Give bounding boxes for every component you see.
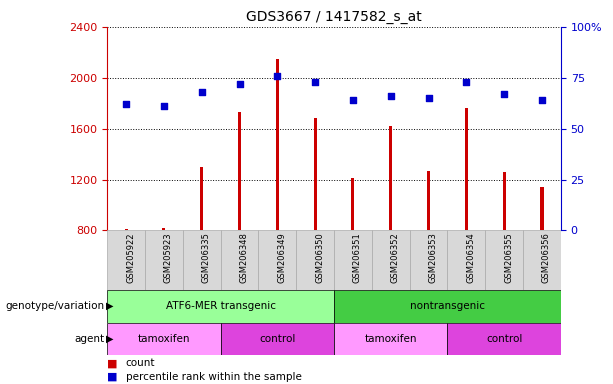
- Text: percentile rank within the sample: percentile rank within the sample: [126, 372, 302, 382]
- Text: GSM206335: GSM206335: [202, 232, 211, 283]
- Point: [537, 97, 547, 103]
- Point: [424, 95, 433, 101]
- Bar: [334, 290, 561, 323]
- Text: GSM206350: GSM206350: [315, 232, 324, 283]
- Point: [499, 91, 509, 97]
- Text: GSM206356: GSM206356: [542, 232, 551, 283]
- Bar: [107, 290, 334, 323]
- Bar: [427, 170, 430, 230]
- Point: [235, 81, 245, 87]
- Point: [386, 93, 395, 99]
- Bar: [465, 108, 468, 230]
- Bar: [296, 230, 334, 290]
- Bar: [503, 172, 506, 230]
- Text: ATF6-MER transgenic: ATF6-MER transgenic: [166, 301, 276, 311]
- Bar: [334, 230, 372, 290]
- Title: GDS3667 / 1417582_s_at: GDS3667 / 1417582_s_at: [246, 10, 422, 25]
- Text: GSM206353: GSM206353: [428, 232, 438, 283]
- Point: [121, 101, 131, 107]
- Text: nontransgenic: nontransgenic: [410, 301, 485, 311]
- Bar: [259, 230, 296, 290]
- Text: control: control: [486, 334, 522, 344]
- Bar: [145, 230, 183, 290]
- Text: ■: ■: [107, 358, 118, 368]
- Bar: [447, 323, 561, 355]
- Bar: [107, 230, 145, 290]
- Bar: [523, 230, 561, 290]
- Point: [197, 89, 207, 95]
- Bar: [351, 178, 354, 230]
- Point: [159, 103, 169, 109]
- Point: [272, 73, 282, 79]
- Text: GSM205922: GSM205922: [126, 232, 135, 283]
- Text: control: control: [259, 334, 295, 344]
- Bar: [124, 229, 128, 230]
- Point: [310, 79, 320, 85]
- Text: GSM206351: GSM206351: [353, 232, 362, 283]
- Text: ■: ■: [107, 372, 118, 382]
- Text: count: count: [126, 358, 155, 368]
- Bar: [200, 167, 204, 230]
- Bar: [221, 230, 259, 290]
- Text: genotype/variation: genotype/variation: [5, 301, 104, 311]
- Bar: [107, 323, 221, 355]
- Text: GSM206348: GSM206348: [240, 232, 249, 283]
- Bar: [334, 323, 447, 355]
- Text: GSM206355: GSM206355: [504, 232, 513, 283]
- Text: GSM206349: GSM206349: [277, 232, 286, 283]
- Text: GSM205923: GSM205923: [164, 232, 173, 283]
- Bar: [372, 230, 409, 290]
- Bar: [389, 126, 392, 230]
- Point: [462, 79, 471, 85]
- Bar: [485, 230, 523, 290]
- Bar: [221, 323, 334, 355]
- Text: GSM206352: GSM206352: [390, 232, 400, 283]
- Bar: [238, 112, 241, 230]
- Text: tamoxifen: tamoxifen: [365, 334, 417, 344]
- Text: tamoxifen: tamoxifen: [138, 334, 190, 344]
- Text: agent: agent: [74, 334, 104, 344]
- Bar: [447, 230, 485, 290]
- Bar: [409, 230, 447, 290]
- Point: [348, 97, 358, 103]
- Bar: [541, 187, 544, 230]
- Bar: [314, 118, 317, 230]
- Text: ▶: ▶: [106, 334, 113, 344]
- Text: GSM206354: GSM206354: [466, 232, 476, 283]
- Text: ▶: ▶: [106, 301, 113, 311]
- Bar: [162, 228, 166, 230]
- Bar: [276, 59, 279, 230]
- Bar: [183, 230, 221, 290]
